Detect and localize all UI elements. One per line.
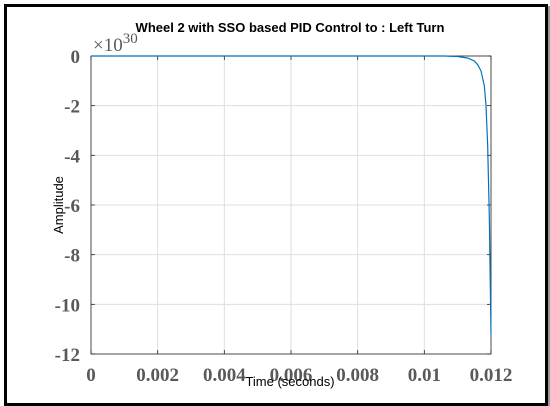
y-exponent-label: ×1030 <box>93 31 138 56</box>
x-tick-label: 0.004 <box>203 365 246 386</box>
y-tick-label: 0 <box>71 47 81 68</box>
x-tick-label: 0.01 <box>408 365 441 386</box>
y-tick-label: -12 <box>55 345 80 366</box>
y-tick-label: -8 <box>64 246 80 267</box>
y-tick-label: -10 <box>55 295 80 316</box>
y-tick-labels: 0 -2 -4 -6 -8 -10 -12 <box>55 47 81 366</box>
series-line <box>91 55 492 335</box>
y-tick-label: -2 <box>64 97 80 118</box>
x-tick-label: 0.006 <box>270 365 313 386</box>
x-tick-label: 0.002 <box>136 365 179 386</box>
series-group <box>91 55 492 335</box>
x-tick-labels: 0 0.002 0.004 0.006 0.008 0.01 0.012 <box>86 365 512 386</box>
x-axis-label: Time (seconds) <box>245 374 334 389</box>
x-tick-label: 0.008 <box>336 365 379 386</box>
grid-lines <box>90 55 492 355</box>
y-exponent-power: 30 <box>123 31 138 47</box>
x-tick-label: 0 <box>86 365 96 386</box>
y-tick-label: -6 <box>64 196 80 217</box>
chart-title: Wheel 2 with SSO based PID Control to : … <box>136 20 445 35</box>
x-tick-label: 0.012 <box>470 365 513 386</box>
y-exponent-base: ×10 <box>93 35 123 56</box>
y-axis-label: Amplitude <box>51 176 66 234</box>
y-tick-label: -4 <box>64 146 80 167</box>
